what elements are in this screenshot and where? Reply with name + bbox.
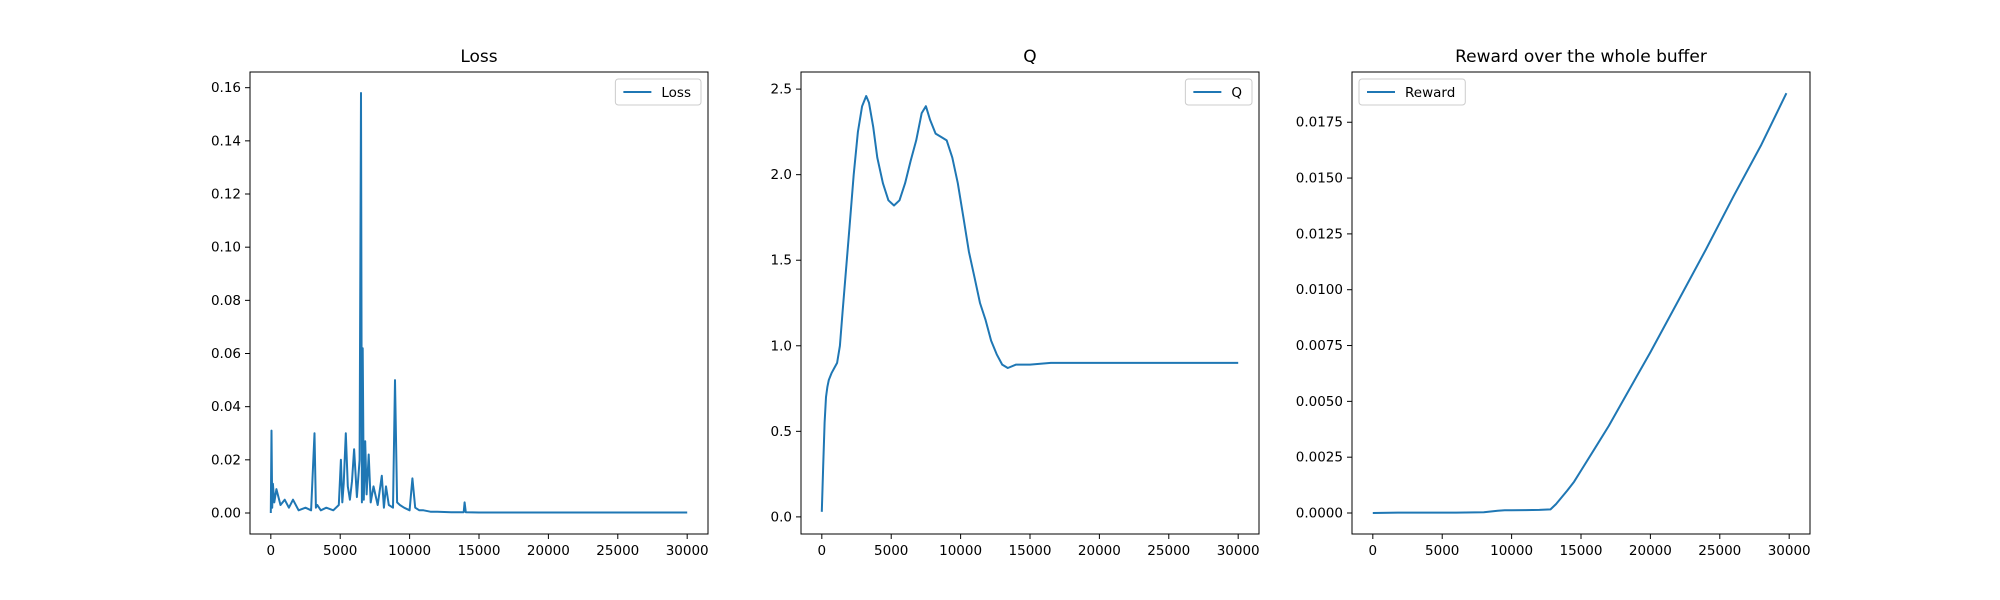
x-tick-label: 5000 <box>874 543 908 559</box>
y-tick-label: 0.16 <box>211 80 241 96</box>
x-tick-label: 25000 <box>1147 543 1190 559</box>
legend-frame <box>1358 78 1466 106</box>
y-tick-label: 0.12 <box>211 187 241 203</box>
x-tick-label: 30000 <box>1217 543 1260 559</box>
legend: Loss <box>614 78 702 106</box>
legend: Reward <box>1358 78 1466 106</box>
x-tick-label: 10000 <box>939 543 982 559</box>
y-tick-label: 0.10 <box>211 240 241 256</box>
x-tick-label: 20000 <box>1078 543 1121 559</box>
y-tick-label: 0.14 <box>211 133 241 149</box>
y-tick-label: 2.0 <box>771 167 792 183</box>
y-tick-label: 0.08 <box>211 293 241 309</box>
y-tick-label: 0.04 <box>211 399 241 415</box>
series-line-loss <box>269 92 688 514</box>
x-tick-label: 0 <box>267 543 276 559</box>
y-tick-label: 0.06 <box>211 346 241 362</box>
y-tick-label: 0.0 <box>771 509 792 525</box>
y-tick-label: 0.5 <box>771 424 792 440</box>
y-tick-label: 2.5 <box>771 82 792 98</box>
x-tick-label: 30000 <box>666 543 709 559</box>
legend-frame <box>614 78 702 106</box>
series-line-reward <box>1372 92 1788 514</box>
x-tick-label: 10000 <box>388 543 431 559</box>
x-tick-label: 15000 <box>1009 543 1052 559</box>
x-tick-label: 20000 <box>527 543 570 559</box>
x-tick-label: 5000 <box>323 543 357 559</box>
y-tick-label: 0.0175 <box>1296 115 1343 131</box>
y-tick-label: 0.0075 <box>1296 338 1343 354</box>
y-tick-label: 0.0150 <box>1296 171 1343 187</box>
series-line-q <box>820 95 1239 512</box>
x-tick-label: 0 <box>818 543 827 559</box>
y-tick-label: 0.0000 <box>1296 506 1343 522</box>
subplot-reward: Reward over the whole buffer 0 5000 10000 1… <box>1296 47 1811 559</box>
legend: Q <box>1184 78 1253 106</box>
subplot-loss-title: Loss <box>460 47 497 67</box>
subplot-reward-title: Reward over the whole buffer <box>1455 47 1707 67</box>
x-tick-label: 25000 <box>596 543 639 559</box>
legend-label: Loss <box>661 85 691 101</box>
y-tick-label: 0.0100 <box>1296 282 1343 298</box>
y-tick-label: 0.02 <box>211 452 241 468</box>
subplot-q: Q 0 5000 10000 15000 20000 25000 30000 0.0 0.5 1.… <box>771 47 1260 559</box>
subplot-loss: Loss 0 5000 10000 15000 20000 25000 30000 0.00 0… <box>211 47 709 559</box>
y-tick-label: 0.0025 <box>1296 450 1343 466</box>
legend-label: Reward <box>1405 85 1455 101</box>
y-tick-label: 0.00 <box>211 506 241 522</box>
y-tick-label: 0.0050 <box>1296 394 1343 410</box>
y-tick-label: 1.5 <box>771 253 792 269</box>
x-tick-label: 30000 <box>1768 543 1811 559</box>
x-tick-label: 15000 <box>1560 543 1603 559</box>
legend-label: Q <box>1231 85 1242 101</box>
subplot-q-title: Q <box>1023 47 1036 67</box>
x-tick-label: 15000 <box>458 543 501 559</box>
x-tick-label: 0 <box>1369 543 1378 559</box>
x-tick-label: 25000 <box>1698 543 1741 559</box>
y-tick-label: 0.0125 <box>1296 226 1343 242</box>
x-tick-label: 5000 <box>1425 543 1459 559</box>
x-tick-label: 10000 <box>1490 543 1533 559</box>
x-tick-label: 20000 <box>1629 543 1672 559</box>
y-tick-label: 1.0 <box>771 338 792 354</box>
